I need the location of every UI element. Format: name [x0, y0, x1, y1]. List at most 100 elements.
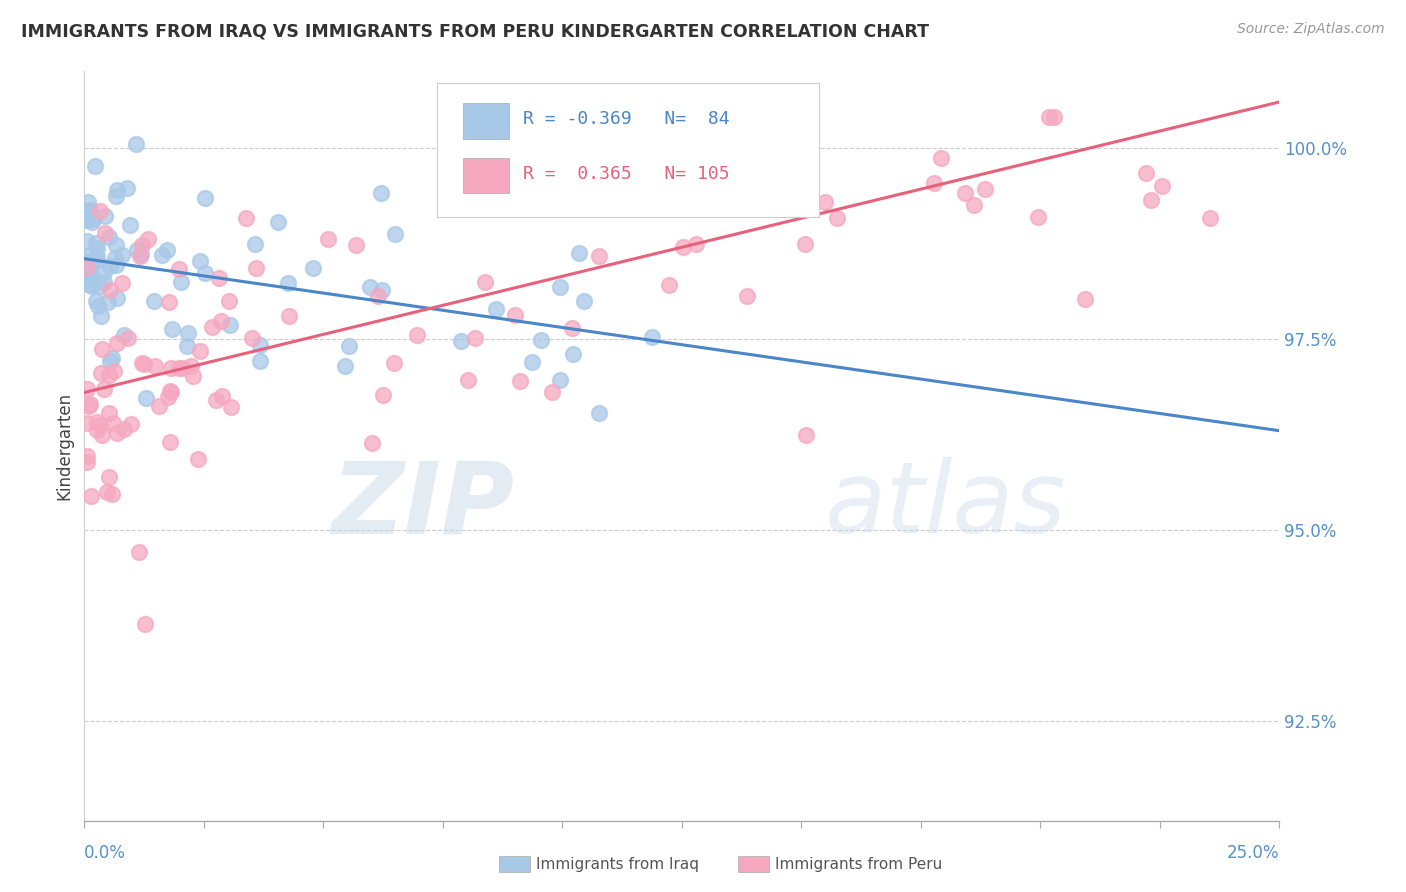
Point: [382, 356, 405, 370]
Text: 0.0%: 0.0%: [84, 844, 127, 862]
Point: [568, 245, 591, 260]
Point: [208, 271, 231, 285]
Point: [128, 545, 150, 559]
Text: Source: ZipAtlas.com: Source: ZipAtlas.com: [1237, 22, 1385, 37]
Point: [112, 327, 135, 342]
Point: [77, 399, 100, 413]
Point: [588, 249, 610, 263]
Point: [794, 427, 817, 442]
Point: [84, 293, 107, 308]
Point: [76, 212, 98, 227]
Point: [194, 266, 217, 280]
Point: [814, 194, 837, 209]
Bar: [463, 158, 509, 194]
Point: [98, 259, 121, 273]
Point: [82, 212, 104, 227]
Point: [96, 485, 118, 500]
Point: [76, 234, 98, 248]
Point: [79, 256, 101, 270]
Point: [176, 339, 198, 353]
Point: [80, 489, 103, 503]
Point: [1074, 293, 1097, 307]
Point: [1152, 178, 1174, 193]
Y-axis label: Kindergarten: Kindergarten: [55, 392, 73, 500]
Point: [76, 260, 98, 275]
Point: [735, 289, 758, 303]
Point: [187, 452, 209, 467]
Point: [243, 237, 266, 252]
Point: [98, 406, 121, 420]
Point: [160, 322, 183, 336]
Point: [93, 382, 115, 396]
Point: [160, 361, 183, 376]
Point: [156, 244, 179, 258]
Point: [94, 209, 117, 223]
Point: [97, 294, 120, 309]
Point: [1043, 110, 1066, 124]
Point: [160, 385, 183, 400]
Point: [100, 351, 122, 365]
Point: [219, 400, 242, 414]
Point: [86, 249, 108, 263]
Point: [111, 276, 134, 290]
Point: [105, 335, 128, 350]
Point: [177, 326, 200, 340]
Point: [775, 141, 797, 155]
Point: [204, 393, 226, 408]
Point: [201, 319, 224, 334]
Point: [150, 248, 173, 262]
Point: [104, 189, 127, 203]
Point: [80, 268, 103, 283]
Point: [89, 278, 111, 293]
Point: [76, 383, 98, 397]
Point: [641, 330, 664, 344]
Point: [90, 342, 112, 356]
Point: [79, 202, 101, 217]
Point: [86, 416, 108, 430]
Point: [963, 198, 986, 212]
Point: [97, 368, 120, 383]
Point: [509, 374, 531, 388]
Point: [142, 293, 165, 308]
Point: [316, 232, 339, 246]
Point: [194, 191, 217, 205]
Point: [672, 240, 695, 254]
Point: [98, 354, 121, 368]
Point: [129, 247, 152, 261]
Point: [104, 258, 127, 272]
Point: [170, 275, 193, 289]
Point: [793, 237, 815, 252]
Text: atlas: atlas: [825, 458, 1067, 555]
Point: [827, 211, 849, 225]
Point: [505, 308, 527, 322]
Point: [465, 188, 488, 202]
Point: [209, 314, 232, 328]
Point: [922, 176, 945, 190]
Point: [249, 354, 271, 368]
Point: [181, 369, 204, 384]
Point: [80, 254, 103, 268]
Point: [467, 165, 489, 179]
Point: [730, 110, 752, 124]
Point: [159, 435, 181, 450]
Point: [105, 425, 128, 440]
Point: [974, 182, 997, 196]
Point: [1140, 193, 1163, 207]
Point: [1198, 211, 1220, 225]
Point: [89, 417, 111, 432]
Point: [132, 358, 155, 372]
Point: [79, 397, 101, 411]
Text: Immigrants from Peru: Immigrants from Peru: [775, 857, 942, 871]
Point: [105, 291, 128, 305]
Point: [180, 359, 202, 374]
Point: [87, 299, 110, 313]
Point: [77, 264, 100, 278]
Point: [77, 269, 100, 284]
Point: [76, 271, 98, 285]
Point: [98, 229, 121, 244]
Point: [561, 347, 583, 361]
Point: [219, 318, 242, 333]
Point: [159, 384, 181, 398]
Point: [76, 417, 98, 431]
Point: [134, 617, 156, 632]
